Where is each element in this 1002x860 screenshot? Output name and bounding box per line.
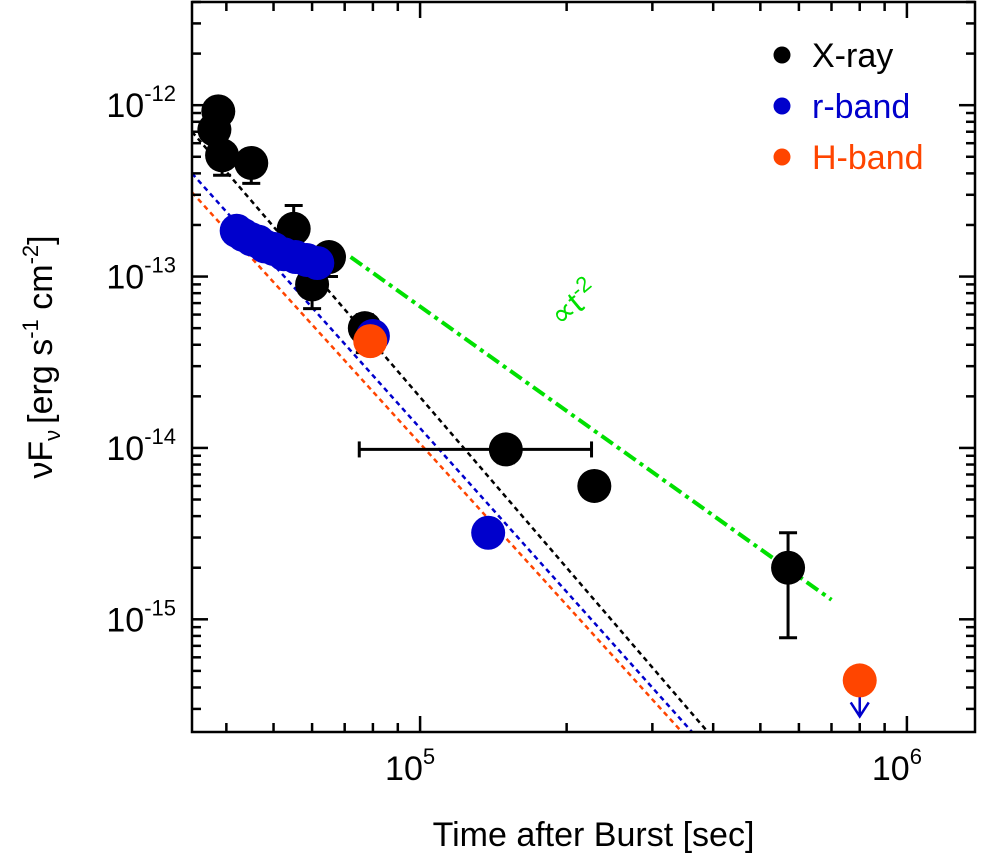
y-tick-label-exp: -15	[144, 595, 176, 620]
y-axis-title-post: ]	[22, 235, 60, 244]
legend-marker-h-band	[773, 148, 791, 166]
x-tick-label-base: 10	[385, 750, 423, 788]
y-tick-label-exp: -12	[144, 81, 176, 106]
fit-lines	[192, 130, 833, 732]
axis-ticks	[192, 0, 975, 732]
x-tick-label-exp: 5	[423, 744, 435, 769]
fit-line-r-band-fit	[192, 172, 694, 732]
r-band-point	[300, 245, 335, 280]
h-band-point	[842, 663, 877, 698]
y-axis-title: νFν [erg s-1 cm-2]	[18, 235, 65, 478]
y-tick-label: 10-15	[106, 595, 176, 639]
x-ray-point	[771, 550, 806, 585]
x-ray-point	[577, 468, 612, 503]
x-ray-point	[197, 112, 232, 147]
y-tick-label-exp: -14	[144, 424, 176, 449]
y-axis-title-pre: [erg s	[22, 339, 60, 424]
h-band-point	[353, 324, 388, 359]
y-tick-label-base: 10	[106, 87, 144, 125]
y-tick-label-base: 10	[106, 259, 144, 297]
y-tick-label: 10-14	[106, 424, 176, 468]
legend-marker-r-band	[773, 97, 791, 115]
x-tick-label-base: 10	[872, 750, 910, 788]
y-axis-title-f: F	[22, 441, 60, 462]
y-axis-title-exp2: -2	[18, 245, 43, 265]
x-ray-point	[488, 432, 523, 467]
x-ray-point	[205, 138, 240, 173]
fit-line-h-band-fit	[192, 191, 683, 732]
fit-line-x-ray-fit	[192, 130, 709, 732]
x-tick-label: 106	[872, 744, 922, 788]
legend-label-x-ray: X-ray	[812, 37, 893, 75]
legend-label-r-band: r-band	[812, 88, 910, 126]
upper-limit-arrow	[849, 701, 870, 719]
y-tick-label: 10-12	[106, 81, 176, 125]
legend-marker-x-ray	[773, 46, 791, 64]
y-tick-label-base: 10	[106, 601, 144, 639]
x-tick-label-exp: 6	[910, 744, 922, 769]
y-axis-title-exp1: -1	[18, 319, 43, 339]
data-points	[197, 94, 877, 698]
x-axis-title: Time after Burst [sec]	[433, 816, 755, 854]
y-axis-title-mid: cm	[22, 264, 60, 319]
y-tick-label: 10-13	[106, 253, 176, 297]
x-ray-point	[234, 145, 269, 180]
legend-label-h-band: H-band	[812, 139, 924, 177]
y-axis-title-sub: ν	[40, 430, 65, 441]
legend: X-ray r-band H-band	[773, 37, 924, 177]
y-tick-label-base: 10	[106, 430, 144, 468]
x-tick-label: 105	[385, 744, 435, 788]
y-axis-title-nu: ν	[22, 462, 60, 479]
r-band-point	[471, 515, 506, 550]
y-tick-label-exp: -13	[144, 253, 176, 278]
